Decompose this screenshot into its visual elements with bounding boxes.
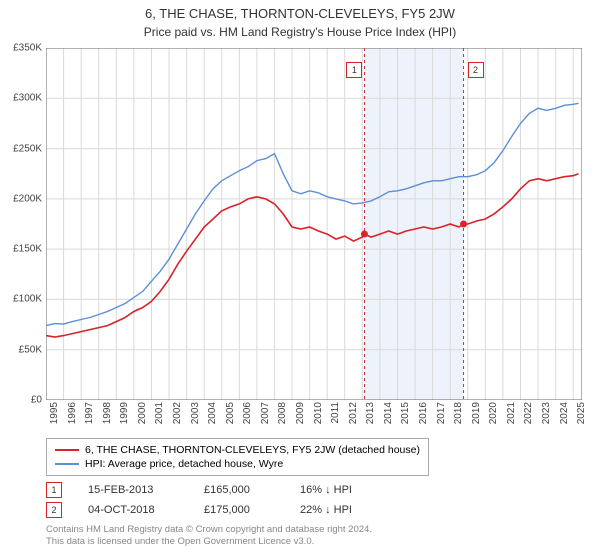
y-tick-label: £200K [2,193,42,204]
y-tick-label: £150K [2,244,42,255]
footer: Contains HM Land Registry data © Crown c… [46,524,372,549]
sale-price-1: £165,000 [204,484,274,496]
sale-date-2: 04-OCT-2018 [88,504,178,516]
chart-marker-1: 1 [346,62,362,78]
sale-diff-1: 16% ↓ HPI [300,484,380,496]
chart-subtitle: Price paid vs. HM Land Registry's House … [0,21,600,45]
sale-price-2: £175,000 [204,504,274,516]
x-tick-label: 2021 [506,402,517,432]
sale-row-1: 1 15-FEB-2013 £165,000 16% ↓ HPI [46,480,380,500]
y-tick-label: £0 [2,395,42,406]
x-tick-label: 2025 [576,402,587,432]
x-tick-label: 2013 [365,402,376,432]
x-tick-label: 1996 [67,402,78,432]
legend-row-property: 6, THE CHASE, THORNTON-CLEVELEYS, FY5 2J… [55,443,420,457]
y-tick-label: £300K [2,93,42,104]
x-tick-label: 2023 [541,402,552,432]
sale-marker-1: 1 [46,482,62,498]
legend-row-hpi: HPI: Average price, detached house, Wyre [55,457,420,471]
x-tick-label: 2003 [190,402,201,432]
x-tick-label: 1995 [49,402,60,432]
legend-label-property: 6, THE CHASE, THORNTON-CLEVELEYS, FY5 2J… [85,444,420,456]
x-tick-label: 2002 [172,402,183,432]
x-tick-label: 2000 [137,402,148,432]
x-tick-label: 2018 [453,402,464,432]
x-tick-label: 2007 [260,402,271,432]
sales-table: 1 15-FEB-2013 £165,000 16% ↓ HPI 2 04-OC… [46,480,380,520]
chart-svg [46,48,582,400]
x-tick-label: 2004 [207,402,218,432]
x-tick-label: 2016 [418,402,429,432]
x-tick-label: 2012 [348,402,359,432]
sale-marker-2: 2 [46,502,62,518]
x-tick-label: 1997 [84,402,95,432]
legend-swatch-hpi [55,463,79,465]
x-tick-label: 1998 [102,402,113,432]
x-tick-label: 2024 [559,402,570,432]
x-tick-label: 2011 [330,402,341,432]
legend-swatch-property [55,449,79,451]
x-tick-label: 2008 [277,402,288,432]
sale-diff-2: 22% ↓ HPI [300,504,380,516]
footer-line2: This data is licensed under the Open Gov… [46,536,372,548]
x-tick-label: 1999 [119,402,130,432]
x-tick-label: 2020 [488,402,499,432]
x-tick-label: 2014 [383,402,394,432]
footer-line1: Contains HM Land Registry data © Crown c… [46,524,372,536]
chart-container: 6, THE CHASE, THORNTON-CLEVELEYS, FY5 2J… [0,0,600,560]
x-tick-label: 2010 [313,402,324,432]
y-tick-label: £50K [2,344,42,355]
legend-label-hpi: HPI: Average price, detached house, Wyre [85,458,283,470]
y-tick-label: £100K [2,294,42,305]
x-tick-label: 2015 [400,402,411,432]
x-tick-label: 2006 [242,402,253,432]
x-tick-label: 2001 [154,402,165,432]
x-tick-label: 2005 [225,402,236,432]
sale-row-2: 2 04-OCT-2018 £175,000 22% ↓ HPI [46,500,380,520]
chart-area: £0£50K£100K£150K£200K£250K£300K£350K1995… [46,48,582,400]
sale-date-1: 15-FEB-2013 [88,484,178,496]
x-tick-label: 2017 [436,402,447,432]
x-tick-label: 2019 [471,402,482,432]
chart-marker-2: 2 [468,62,484,78]
x-tick-label: 2022 [523,402,534,432]
x-tick-label: 2009 [295,402,306,432]
y-tick-label: £250K [2,143,42,154]
chart-title: 6, THE CHASE, THORNTON-CLEVELEYS, FY5 2J… [0,0,600,21]
y-tick-label: £350K [2,43,42,54]
legend: 6, THE CHASE, THORNTON-CLEVELEYS, FY5 2J… [46,438,429,476]
